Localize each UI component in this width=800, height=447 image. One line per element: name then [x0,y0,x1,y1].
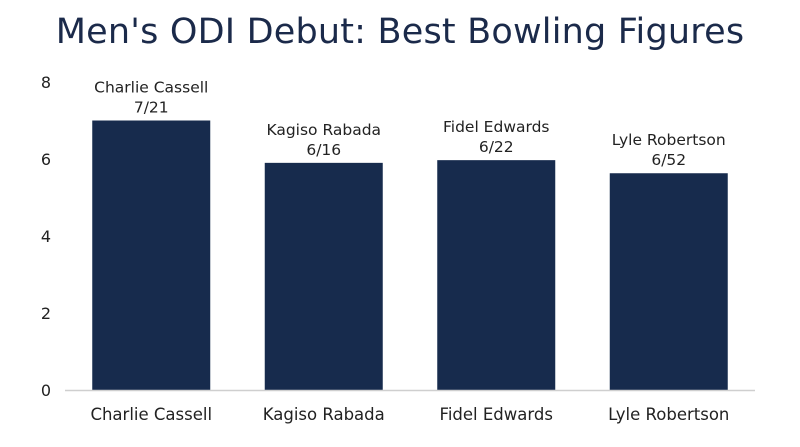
data-label: Kagiso Rabada [266,121,381,139]
data-label: Lyle Robertson [612,131,726,149]
y-tick-label: 4 [41,227,51,246]
category-label: Kagiso Rabada [263,405,385,424]
data-label: 6/52 [651,151,686,169]
category-label: Fidel Edwards [440,405,553,424]
data-labels: Charlie Cassell 7/21 Kagiso Rabada 6/16 Fide… [94,79,726,170]
bar [264,162,383,390]
y-tick-label: 2 [41,304,51,323]
y-tick-label: 0 [41,381,51,400]
category-labels: Charlie Cassell Kagiso Rabada Fidel Edward… [90,405,729,424]
y-tick-label: 8 [41,73,51,92]
bars [92,120,728,390]
category-label: Lyle Robertson [608,405,729,424]
bar [609,173,728,390]
data-label: Fidel Edwards [443,118,550,136]
data-label: 6/22 [479,138,514,156]
data-label: 6/16 [306,141,341,159]
category-label: Charlie Cassell [90,405,212,424]
bar [437,160,556,390]
y-axis-ticks: 0 2 4 6 8 [41,73,51,400]
bar [92,120,211,390]
chart-title: Men's ODI Debut: Best Bowling Figures [55,12,745,52]
data-label: Charlie Cassell [94,79,208,97]
y-tick-label: 6 [41,150,51,169]
data-label: 7/21 [134,99,169,117]
